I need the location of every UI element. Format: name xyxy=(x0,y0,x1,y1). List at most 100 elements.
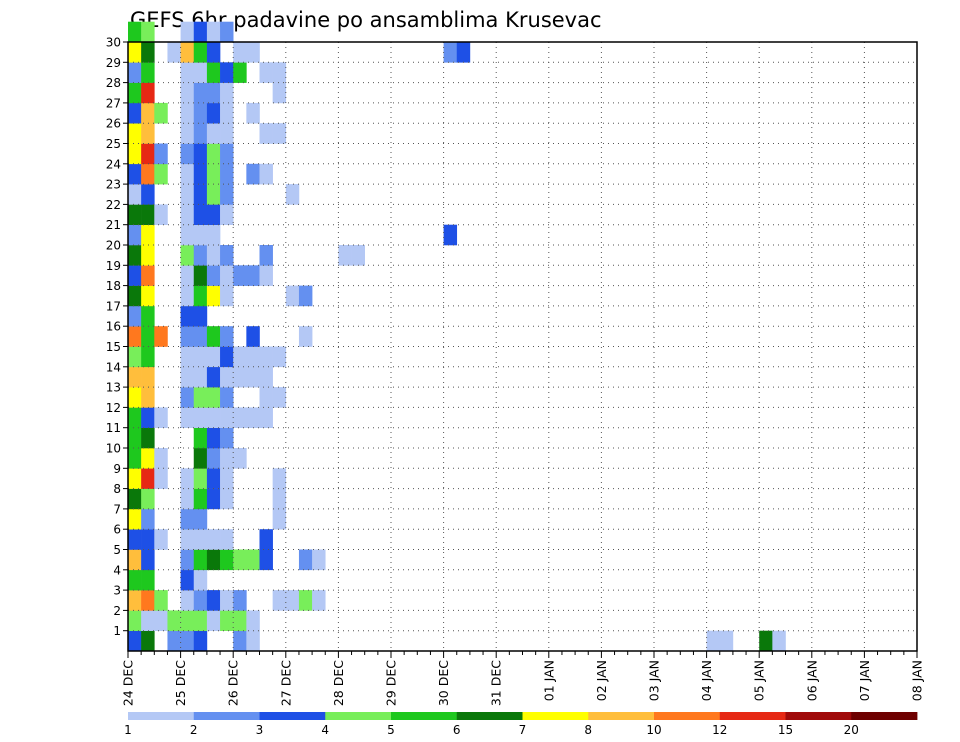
heatmap-cell xyxy=(193,62,208,83)
y-tick-label: 2 xyxy=(113,604,121,618)
heatmap-cell xyxy=(220,184,234,205)
heatmap-cell xyxy=(272,488,287,510)
heatmap-cell xyxy=(141,204,155,225)
legend-label: 8 xyxy=(584,723,592,737)
heatmap-cell xyxy=(141,224,155,246)
heatmap-cell xyxy=(141,143,155,165)
heatmap-cell xyxy=(193,590,208,611)
heatmap-cell xyxy=(154,204,168,225)
heatmap-cell xyxy=(180,62,195,83)
heatmap-cell xyxy=(193,529,208,550)
heatmap-cell xyxy=(285,285,300,307)
legend-label: 2 xyxy=(190,723,198,737)
heatmap-cell xyxy=(233,366,247,388)
y-tick-label: 28 xyxy=(106,76,121,90)
heatmap-cell xyxy=(220,82,234,104)
heatmap-cell xyxy=(180,265,195,286)
x-tick-label: 03 JAN xyxy=(647,660,662,701)
heatmap-cell xyxy=(259,123,273,144)
heatmap-cell xyxy=(180,346,195,368)
heatmap-cell xyxy=(180,42,195,63)
y-tick-label: 30 xyxy=(106,36,121,50)
heatmap-cell xyxy=(246,549,260,571)
heatmap-cell xyxy=(443,42,458,63)
heatmap-cell xyxy=(141,62,155,83)
heatmap-cell xyxy=(193,21,208,43)
heatmap-cell xyxy=(141,82,155,104)
y-tick-label: 6 xyxy=(113,523,121,537)
heatmap-cell xyxy=(128,448,142,469)
heatmap-cell xyxy=(220,21,234,43)
x-tick-label: 01 JAN xyxy=(541,660,556,701)
heatmap-cell xyxy=(193,245,208,266)
legend-label: 3 xyxy=(256,723,264,737)
heatmap-cell xyxy=(128,407,142,428)
heatmap-cell xyxy=(220,102,234,124)
heatmap-cell xyxy=(128,102,142,124)
heatmap-cell xyxy=(220,366,234,388)
legend-swatch xyxy=(391,712,458,720)
heatmap-cell xyxy=(246,346,260,368)
legend-swatch xyxy=(456,712,523,720)
heatmap-cell xyxy=(180,305,195,327)
legend-swatch xyxy=(588,712,655,720)
heatmap-cell xyxy=(128,265,142,286)
heatmap-cell xyxy=(141,630,155,652)
y-tick-label: 14 xyxy=(106,360,121,374)
y-tick-label: 15 xyxy=(106,340,121,354)
heatmap-cell xyxy=(154,143,168,165)
heatmap-cell xyxy=(180,366,195,388)
heatmap-cell xyxy=(193,549,208,571)
x-tick-label: 29 DEC xyxy=(384,660,399,706)
x-tick-label: 06 JAN xyxy=(804,660,819,701)
legend-label: 7 xyxy=(519,723,527,737)
heatmap-cell xyxy=(193,143,208,165)
heatmap-cell xyxy=(206,184,221,205)
legend-label: 15 xyxy=(778,723,793,737)
heatmap-cell xyxy=(220,285,234,307)
legend-swatch xyxy=(259,712,326,720)
heatmap-cell xyxy=(272,387,287,408)
heatmap-cell xyxy=(128,305,142,327)
heatmap-cell xyxy=(233,42,247,63)
heatmap-cell xyxy=(206,143,221,165)
heatmap-cell xyxy=(128,326,142,347)
legend-swatch xyxy=(654,712,721,720)
heatmap-cell xyxy=(312,549,326,571)
heatmap-cell xyxy=(128,590,142,611)
heatmap-cell xyxy=(233,448,247,469)
heatmap-cell xyxy=(128,184,142,205)
heatmap-cell xyxy=(206,407,221,428)
heatmap-cell xyxy=(128,488,142,510)
heatmap-cell xyxy=(193,184,208,205)
heatmap-cell xyxy=(128,204,142,225)
heatmap-cell xyxy=(154,468,168,489)
x-tick-label: 24 DEC xyxy=(121,660,136,706)
x-tick-label: 08 JAN xyxy=(910,660,925,701)
heatmap-cell xyxy=(193,468,208,489)
heatmap-cell xyxy=(141,102,155,124)
heatmap-cell xyxy=(141,427,155,449)
legend-label: 5 xyxy=(387,723,395,737)
heatmap-cell xyxy=(128,387,142,408)
heatmap-cell xyxy=(272,346,287,368)
y-tick-label: 4 xyxy=(113,563,121,577)
heatmap-cell xyxy=(246,326,260,347)
heatmap-cell xyxy=(141,42,155,63)
heatmap-cell xyxy=(180,610,195,631)
heatmap-cell xyxy=(193,610,208,631)
heatmap-cell xyxy=(220,590,234,611)
heatmap-cell xyxy=(128,569,142,591)
legend-swatch xyxy=(785,712,852,720)
heatmap-cell xyxy=(246,407,260,428)
heatmap-cell xyxy=(259,387,273,408)
heatmap-cell xyxy=(193,265,208,286)
heatmap-cell xyxy=(246,42,260,63)
heatmap-cell xyxy=(272,62,287,83)
heatmap-cell xyxy=(141,407,155,428)
heatmap-cell xyxy=(128,468,142,489)
y-tick-label: 18 xyxy=(106,279,121,293)
heatmap-cell xyxy=(206,21,221,43)
heatmap-cell xyxy=(285,184,300,205)
heatmap-cell xyxy=(298,285,313,307)
